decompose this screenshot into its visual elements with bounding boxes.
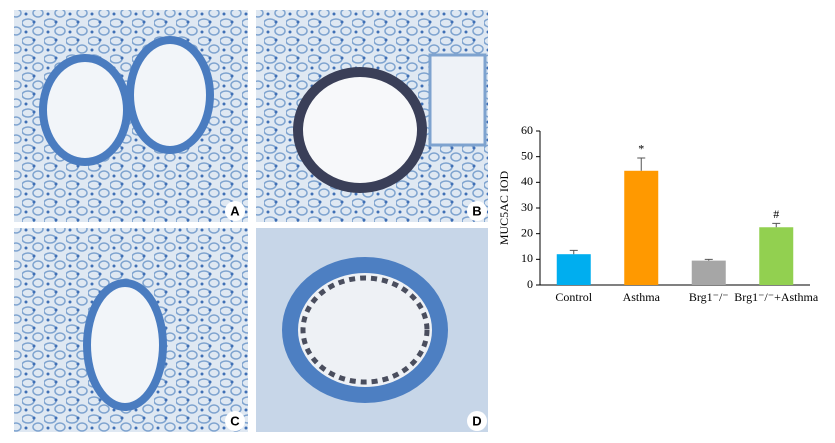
panel-label: A xyxy=(230,203,240,218)
panel-c xyxy=(14,228,248,432)
panel-label: B xyxy=(472,203,481,218)
y-tick-label: 0 xyxy=(527,277,533,291)
error-bar xyxy=(569,249,578,255)
bar xyxy=(759,227,794,285)
error-bar xyxy=(772,222,781,228)
y-tick-label: 40 xyxy=(521,174,533,188)
x-tick-label: Brg1⁻/⁻ xyxy=(689,290,729,304)
y-tick-label: 30 xyxy=(521,200,533,214)
error-bar xyxy=(637,157,646,171)
bar xyxy=(624,170,659,285)
panel-d xyxy=(256,228,488,432)
x-tick-label: Asthma xyxy=(623,290,661,304)
panel-label: D xyxy=(472,413,481,428)
panel-label: C xyxy=(230,413,240,428)
significance-mark: * xyxy=(638,142,644,156)
panel-badge xyxy=(225,411,245,431)
significance-mark: # xyxy=(773,207,779,221)
error-bar xyxy=(704,258,713,261)
panel-a xyxy=(14,10,248,222)
panel-badge xyxy=(467,411,487,431)
bar xyxy=(556,254,591,285)
y-tick-label: 60 xyxy=(521,123,533,137)
x-tick-label: Brg1⁻/⁻+Asthma xyxy=(734,290,819,304)
y-tick-label: 20 xyxy=(521,225,533,239)
y-tick-label: 50 xyxy=(521,148,533,162)
x-tick-label: Control xyxy=(555,290,592,304)
y-tick-label: 10 xyxy=(521,251,533,265)
y-axis-title: MUC5AC IOD xyxy=(497,171,511,246)
panel-badge xyxy=(467,201,487,221)
panel-badge xyxy=(225,201,245,221)
bar xyxy=(691,260,726,285)
panel-b xyxy=(256,10,488,222)
